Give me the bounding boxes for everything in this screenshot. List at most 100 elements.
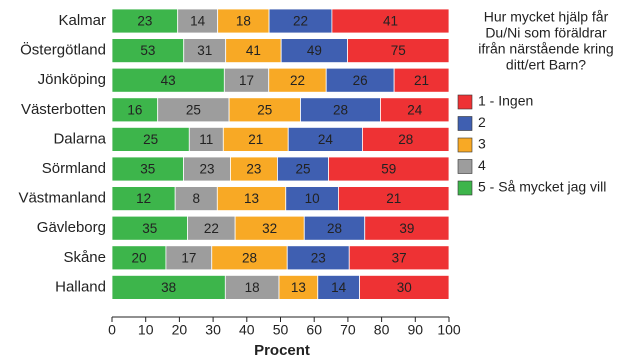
x-tick-label: 60 — [306, 322, 322, 338]
data-label: 23 — [137, 14, 152, 29]
bar-segment — [338, 186, 450, 212]
data-label: 21 — [386, 191, 401, 206]
bar-segment — [331, 8, 450, 34]
y-tick-label: Gävleborg — [37, 219, 106, 236]
legend-title: Du/Ni som föräldrar — [485, 25, 607, 41]
data-label: 21 — [414, 73, 429, 88]
bar-segment — [393, 67, 450, 93]
bar-segment — [277, 156, 329, 182]
x-tick-label: 10 — [138, 322, 154, 338]
data-label: 28 — [242, 250, 257, 265]
data-label: 24 — [318, 132, 334, 147]
bar-segment — [177, 8, 219, 34]
data-label: 18 — [236, 14, 251, 29]
y-tick-label: Sörmland — [42, 160, 106, 177]
data-label: 28 — [327, 221, 342, 236]
data-label: 25 — [257, 102, 272, 117]
data-label: 59 — [381, 162, 396, 177]
bar-segment — [174, 186, 218, 212]
data-label: 25 — [186, 102, 201, 117]
data-label: 12 — [136, 191, 151, 206]
data-label: 43 — [161, 73, 176, 88]
data-label: 24 — [407, 102, 423, 117]
data-label: 23 — [246, 162, 261, 177]
bar-segment — [111, 97, 159, 123]
bar-segment — [278, 274, 319, 300]
x-axis-label: Procent — [254, 342, 310, 359]
data-label: 30 — [397, 280, 412, 295]
bar-segment — [183, 38, 227, 63]
x-tick-label: 30 — [205, 322, 221, 338]
bar-segment — [380, 97, 450, 123]
data-label: 14 — [331, 280, 347, 295]
data-label: 28 — [398, 132, 413, 147]
x-tick-label: 100 — [437, 322, 461, 338]
data-label: 22 — [293, 14, 308, 29]
x-tick-label: 90 — [408, 322, 424, 338]
bar-segment — [165, 245, 213, 271]
bar-segment — [362, 127, 450, 152]
y-tick-label: Halland — [55, 278, 106, 295]
data-label: 10 — [305, 191, 320, 206]
data-label: 17 — [181, 250, 196, 265]
bar-segment — [364, 215, 450, 241]
legend-swatch — [457, 159, 473, 174]
bar-segment — [268, 8, 333, 34]
bar-segment — [217, 8, 270, 34]
bar-segment — [328, 156, 450, 182]
data-label: 39 — [399, 221, 414, 236]
bar-segment — [280, 38, 348, 63]
legend-title: ifrån närstående kring — [478, 41, 613, 57]
bar-segment — [234, 215, 305, 241]
data-label: 13 — [244, 191, 259, 206]
bar-segment — [188, 127, 224, 152]
data-label: 41 — [246, 43, 261, 58]
data-label: 31 — [197, 43, 212, 58]
y-tick-label: Skåne — [63, 249, 106, 266]
data-label: 53 — [140, 43, 155, 58]
bar-segment — [111, 38, 185, 63]
legend-label: 3 — [478, 136, 486, 152]
bar-segment — [111, 186, 176, 212]
bar-segment — [111, 274, 226, 300]
bar-segment — [216, 186, 287, 212]
legend-swatch — [457, 94, 473, 110]
data-label: 16 — [127, 102, 142, 117]
bar-segment — [348, 245, 450, 271]
bar-segment — [111, 67, 225, 93]
x-tick-label: 40 — [239, 322, 255, 338]
data-label: 13 — [291, 280, 306, 295]
data-label: 35 — [140, 162, 155, 177]
data-label: 21 — [248, 132, 263, 147]
x-tick-label: 20 — [172, 322, 188, 338]
data-label: 23 — [311, 250, 326, 265]
y-tick-label: Jönköping — [38, 71, 106, 88]
legend-swatch — [457, 137, 473, 153]
legend-swatch — [457, 180, 473, 196]
data-label: 8 — [192, 191, 200, 206]
data-label: 35 — [142, 221, 157, 236]
bar-segment — [111, 156, 184, 182]
bar-segment — [111, 127, 190, 152]
data-label: 49 — [307, 43, 322, 58]
data-label: 18 — [245, 280, 260, 295]
data-label: 23 — [199, 162, 214, 177]
data-label: 32 — [262, 221, 277, 236]
bar-segment — [111, 245, 167, 271]
data-label: 41 — [383, 14, 398, 29]
x-tick-label: 70 — [340, 322, 356, 338]
data-label: 38 — [161, 280, 176, 295]
y-tick-label: Västmanland — [18, 190, 106, 207]
legend-label: 5 - Så mycket jag vill — [478, 179, 606, 195]
data-label: 75 — [391, 43, 406, 58]
x-tick-label: 0 — [108, 322, 116, 338]
bar-segment — [111, 8, 179, 34]
y-tick-label: Kalmar — [58, 12, 106, 29]
legend-label: 2 — [478, 114, 486, 130]
legend-label: 1 - Ingen — [478, 93, 533, 109]
data-label: 26 — [353, 73, 368, 88]
data-label: 22 — [204, 221, 219, 236]
bar-segment — [228, 97, 301, 123]
y-tick-label: Östergötland — [20, 41, 106, 59]
x-tick-label: 50 — [273, 322, 289, 338]
